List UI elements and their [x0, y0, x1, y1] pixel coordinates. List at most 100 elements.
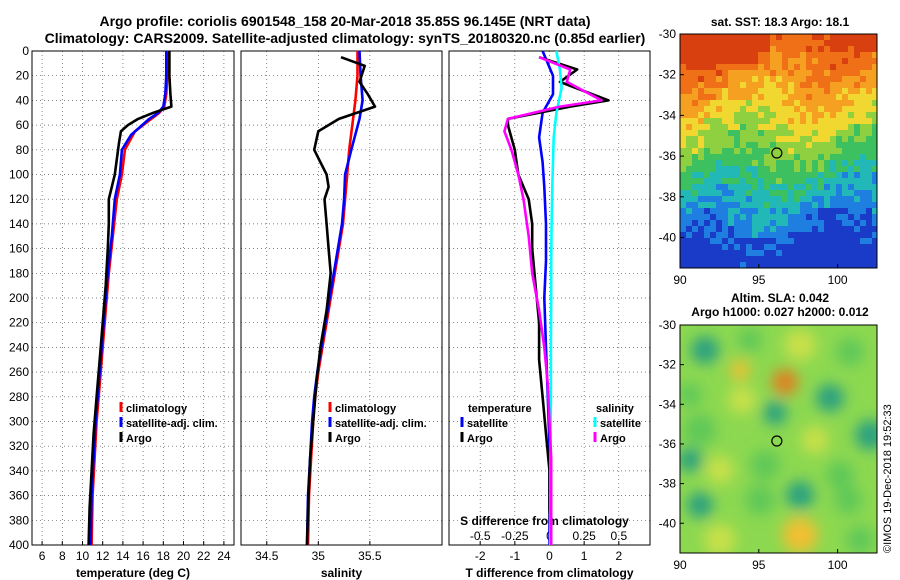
- sst-cell: [842, 64, 848, 70]
- sst-cell: [692, 148, 698, 154]
- sst-cell: [716, 172, 722, 178]
- sst-cell: [734, 106, 740, 112]
- sst-cell: [764, 166, 770, 172]
- sst-cell: [770, 262, 776, 268]
- sst-cell: [782, 190, 788, 196]
- sst-cell: [836, 148, 842, 154]
- sst-cell: [836, 112, 842, 118]
- sst-cell: [812, 46, 818, 52]
- difference-legend: temperature satellite Argo salinity sate…: [460, 403, 641, 445]
- sst-cell: [872, 250, 877, 256]
- sst-cell: [854, 208, 860, 214]
- sla-eddy: [772, 369, 798, 395]
- sst-cell: [686, 94, 692, 100]
- sst-cell: [788, 226, 794, 232]
- sst-cell: [680, 58, 686, 64]
- sst-cell: [866, 124, 872, 130]
- sst-cell: [692, 118, 698, 124]
- sst-cell: [788, 166, 794, 172]
- sst-cell: [740, 136, 746, 142]
- sst-cell: [788, 124, 794, 130]
- sst-cell: [836, 94, 842, 100]
- sst-cell: [830, 100, 836, 106]
- sst-cell: [788, 94, 794, 100]
- sst-cell: [740, 166, 746, 172]
- sst-cell: [860, 58, 866, 64]
- sst-cell: [680, 262, 686, 268]
- sst-cell: [692, 244, 698, 250]
- sst-cell: [788, 136, 794, 142]
- sst-cell: [836, 124, 842, 130]
- y-tick-label: 40: [16, 93, 30, 107]
- sst-cell: [770, 256, 776, 262]
- sst-cell: [704, 178, 710, 184]
- sst-cell: [854, 214, 860, 220]
- sla-eddy: [680, 383, 702, 407]
- sst-cell: [704, 238, 710, 244]
- sst-cell: [824, 40, 830, 46]
- sst-cell: [716, 238, 722, 244]
- sst-cell: [734, 82, 740, 88]
- sst-cell: [848, 124, 854, 130]
- sst-cell: [740, 64, 746, 70]
- sst-cell: [704, 112, 710, 118]
- sst-cell: [812, 40, 818, 46]
- sst-cell: [734, 226, 740, 232]
- sst-cell: [710, 208, 716, 214]
- sst-cell: [770, 100, 776, 106]
- sst-cell: [740, 202, 746, 208]
- sst-cell: [842, 142, 848, 148]
- sst-cell: [794, 184, 800, 190]
- temperature-panel: 6 8 10 12 14 16 18 20 22 24 temperature (deg C) 0 20…: [9, 44, 235, 580]
- sst-cell: [776, 130, 782, 136]
- sst-cell: [680, 124, 686, 130]
- sst-cell: [818, 34, 824, 40]
- sst-cell: [860, 250, 866, 256]
- sst-cell: [788, 52, 794, 58]
- sst-cell: [866, 154, 872, 160]
- sst-cell: [818, 76, 824, 82]
- sst-cell: [728, 184, 734, 190]
- sla-eddy: [816, 384, 844, 412]
- sst-cell: [704, 190, 710, 196]
- sst-cell: [752, 94, 758, 100]
- sst-cell: [686, 214, 692, 220]
- sst-cell: [734, 256, 740, 262]
- sst-cell: [746, 154, 752, 160]
- sst-cell: [698, 250, 704, 256]
- sst-cell: [788, 106, 794, 112]
- sst-cell: [716, 76, 722, 82]
- sst-cell: [872, 202, 877, 208]
- sst-cell: [818, 82, 824, 88]
- sst-cell: [734, 202, 740, 208]
- sst-cell: [740, 52, 746, 58]
- sst-cell: [854, 154, 860, 160]
- sst-cell: [812, 154, 818, 160]
- sst-cell: [818, 202, 824, 208]
- sst-cell: [812, 250, 818, 256]
- sst-cell: [704, 154, 710, 160]
- sst-cell: [806, 64, 812, 70]
- sst-cell: [830, 214, 836, 220]
- sst-cell: [740, 154, 746, 160]
- sst-cell: [842, 130, 848, 136]
- sst-cell: [770, 52, 776, 58]
- sst-cell: [776, 46, 782, 52]
- sst-cell: [842, 70, 848, 76]
- y-tick-label: -36: [659, 149, 677, 163]
- sst-cell: [692, 52, 698, 58]
- sst-cell: [716, 166, 722, 172]
- sst-cell: [854, 184, 860, 190]
- sst-cell: [776, 142, 782, 148]
- sst-cell: [770, 190, 776, 196]
- sst-cell: [866, 40, 872, 46]
- sst-cell: [854, 124, 860, 130]
- sst-cell: [704, 262, 710, 268]
- sst-cell: [866, 112, 872, 118]
- sst-cell: [782, 106, 788, 112]
- sst-cell: [836, 220, 842, 226]
- sst-cell: [752, 244, 758, 250]
- sst-cell: [704, 40, 710, 46]
- sst-cell: [728, 208, 734, 214]
- sst-cell: [842, 106, 848, 112]
